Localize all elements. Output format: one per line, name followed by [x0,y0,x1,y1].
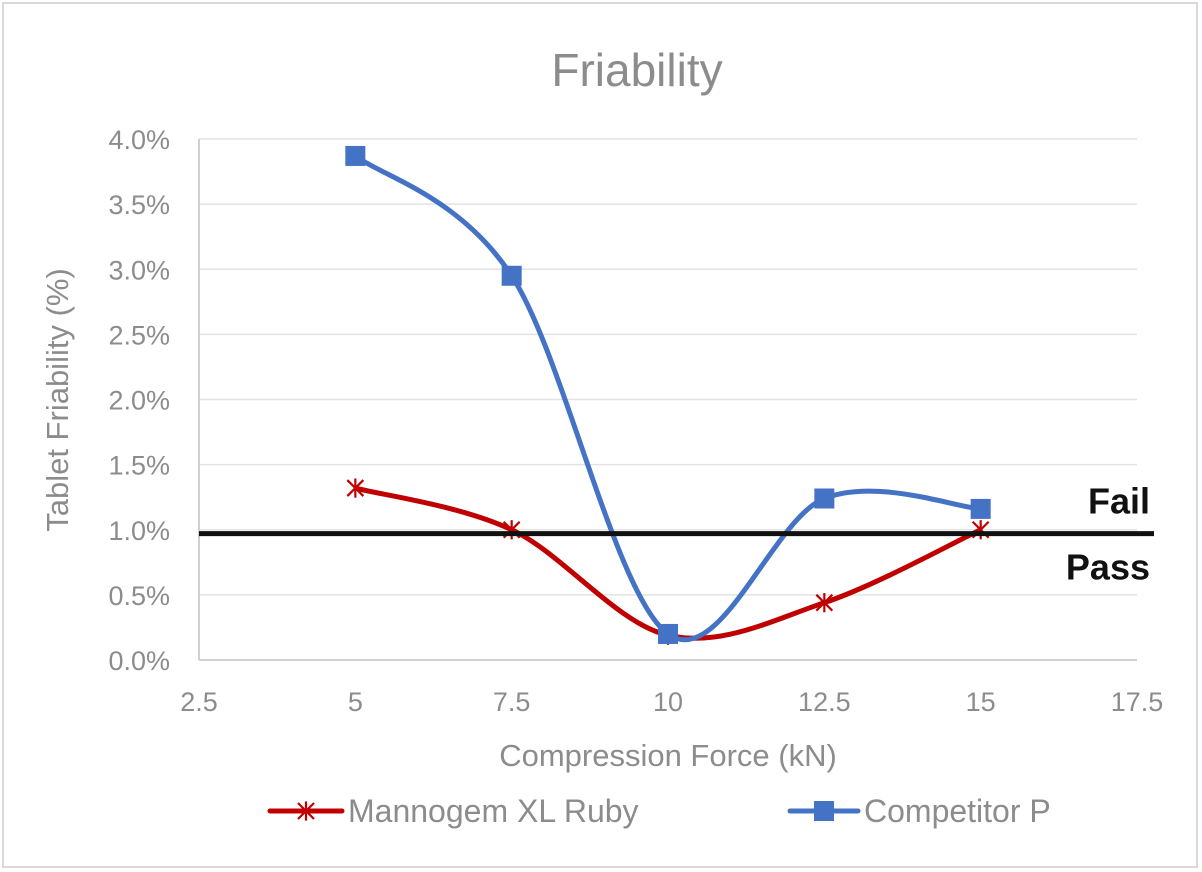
data-point-square [814,488,835,509]
series-mannogem [346,478,990,645]
y-tick-label: 1.0% [108,516,170,546]
legend-item-mannogem: Mannogem XL Ruby [267,793,639,829]
series-line [354,485,982,641]
legend-square-marker [814,801,834,821]
y-tick-label: 4.0% [108,125,170,155]
y-tick-label: 0.0% [108,646,170,676]
y-tick-labels: 0.0% 0.5% 1.0% 1.5% 2.0% 2.5% 3.0% 3.5% 4.0% [108,125,170,676]
x-tick-label: 15 [966,687,996,717]
x-tick-label: 7.5 [493,687,531,717]
x-tick-label: 5 [348,687,363,717]
y-tick-label: 3.5% [108,190,170,220]
x-tick-label: 2.5 [180,687,218,717]
legend-label-mannogem: Mannogem XL Ruby [348,793,639,829]
gridlines [198,138,1137,661]
data-point-asterisk [815,593,834,613]
data-point-asterisk [346,478,365,498]
fail-zone-label: Fail [1088,481,1150,522]
data-point-square [658,623,678,644]
data-point-square [501,265,522,286]
data-point-square [345,145,366,166]
series-competitor [345,145,991,644]
series-layer [345,145,991,645]
x-axis-title: Compression Force (kN) [499,738,837,773]
x-tick-labels: 2.5 5 7.5 10 12.5 15 17.5 [180,687,1163,717]
pass-zone-label: Pass [1066,547,1150,588]
y-axis-title: Tablet Friability (%) [40,268,75,532]
y-tick-label: 2.5% [108,320,170,350]
data-point-square [970,498,991,519]
series-line [353,153,981,643]
y-tick-label: 0.5% [108,581,170,611]
chart-title: Friability [551,44,722,96]
y-tick-label: 1.5% [108,451,170,481]
legend-asterisk-marker [297,801,315,821]
x-tick-label: 17.5 [1111,687,1164,717]
x-tick-label: 10 [653,687,683,717]
legend-item-competitor: Competitor P [787,793,1051,829]
legend-label-competitor: Competitor P [864,793,1051,829]
legend-asterisk [297,801,315,821]
legend: Mannogem XL Ruby Competitor P [267,793,1051,829]
y-tick-label: 2.0% [108,386,170,416]
y-tick-label: 3.0% [108,255,170,285]
x-tick-label: 12.5 [798,687,851,717]
